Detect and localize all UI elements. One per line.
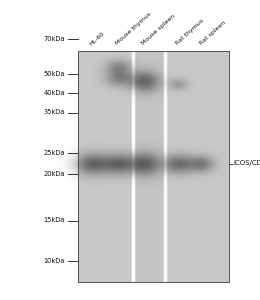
Text: 25kDa: 25kDa — [43, 150, 65, 156]
Text: Mouse thymus: Mouse thymus — [115, 12, 152, 46]
Text: 10kDa: 10kDa — [44, 258, 65, 264]
Text: Rat thymus: Rat thymus — [175, 19, 205, 46]
Text: Rat spleen: Rat spleen — [198, 20, 226, 46]
Text: Mouse spleen: Mouse spleen — [141, 14, 176, 46]
Text: 50kDa: 50kDa — [43, 70, 65, 76]
Text: 20kDa: 20kDa — [43, 171, 65, 177]
Text: ICOS/CD278: ICOS/CD278 — [233, 160, 260, 166]
FancyBboxPatch shape — [165, 51, 229, 282]
Text: 35kDa: 35kDa — [44, 110, 65, 116]
Text: 15kDa: 15kDa — [44, 218, 65, 224]
Text: 70kDa: 70kDa — [43, 36, 65, 42]
Text: 40kDa: 40kDa — [43, 90, 65, 96]
FancyBboxPatch shape — [78, 51, 133, 282]
Text: HL-60: HL-60 — [89, 31, 106, 46]
FancyBboxPatch shape — [133, 51, 165, 282]
